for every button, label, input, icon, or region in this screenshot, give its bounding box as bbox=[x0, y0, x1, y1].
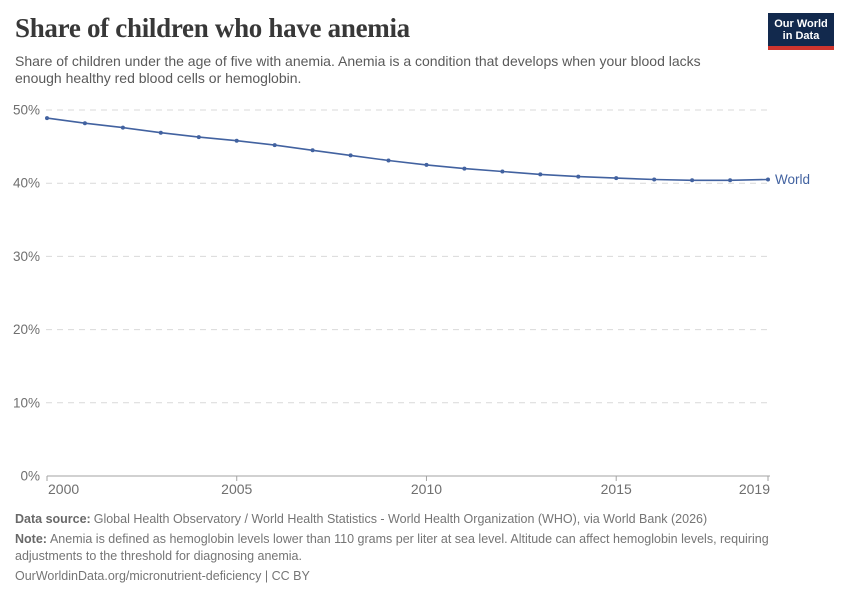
data-point bbox=[196, 135, 201, 140]
y-tick-label-50: 50% bbox=[13, 103, 40, 118]
owid-logo-text-line2: in Data bbox=[782, 30, 820, 42]
data-source-label: Data source: bbox=[15, 512, 91, 526]
data-point bbox=[614, 176, 619, 181]
data-point bbox=[500, 169, 505, 174]
y-tick-label-0: 0% bbox=[20, 469, 40, 484]
x-tick-label-2000: 2000 bbox=[48, 481, 79, 497]
owid-logo: Our World in Data bbox=[768, 13, 834, 50]
note-text: Anemia is defined as hemoglobin levels l… bbox=[15, 532, 769, 563]
chart-footer: Data source: Global Health Observatory / … bbox=[15, 511, 837, 588]
data-point bbox=[310, 148, 315, 153]
data-source-line: Data source: Global Health Observatory / … bbox=[15, 511, 837, 528]
owid-logo-text-line1: Our World bbox=[774, 18, 828, 30]
data-point bbox=[766, 177, 770, 182]
series-line-world bbox=[46, 117, 769, 182]
y-tick-label-40: 40% bbox=[13, 176, 40, 191]
data-point bbox=[576, 174, 581, 179]
data-point bbox=[538, 172, 543, 177]
data-point bbox=[272, 143, 277, 148]
data-point bbox=[234, 138, 239, 143]
y-tick-label-10: 10% bbox=[13, 395, 40, 410]
page-title: Share of children who have anemia bbox=[15, 13, 410, 43]
data-point bbox=[348, 153, 353, 158]
data-point bbox=[386, 158, 391, 163]
data-point bbox=[45, 116, 49, 121]
x-tick-label-2005: 2005 bbox=[221, 481, 252, 497]
y-tick-label-30: 30% bbox=[13, 249, 40, 264]
data-point bbox=[462, 166, 467, 171]
data-point bbox=[424, 162, 429, 167]
series-end-label-world: World bbox=[775, 172, 810, 187]
line-chart: 0% 10% 20% 30% 40% 50% 2000 2005 2010 2015 2019 Wor… bbox=[13, 103, 810, 498]
data-point bbox=[120, 125, 125, 130]
y-tick-label-20: 20% bbox=[13, 322, 40, 337]
data-source-text: Global Health Observatory / World Health… bbox=[93, 512, 708, 526]
chart-subtitle: Share of children under the age of five … bbox=[15, 53, 701, 86]
data-point bbox=[652, 177, 657, 182]
citation-line: OurWorldinData.org/micronutrient-deficie… bbox=[15, 569, 310, 583]
data-point bbox=[158, 130, 163, 135]
note-line: Note: Anemia is defined as hemoglobin lev… bbox=[15, 531, 837, 565]
data-point bbox=[690, 178, 695, 183]
x-tick-label-2010: 2010 bbox=[411, 481, 442, 497]
x-tick-label-2019: 2019 bbox=[739, 481, 770, 497]
note-label: Note: bbox=[15, 532, 47, 546]
x-tick-label-2015: 2015 bbox=[601, 481, 632, 497]
data-point bbox=[82, 121, 87, 126]
data-point bbox=[728, 178, 733, 183]
